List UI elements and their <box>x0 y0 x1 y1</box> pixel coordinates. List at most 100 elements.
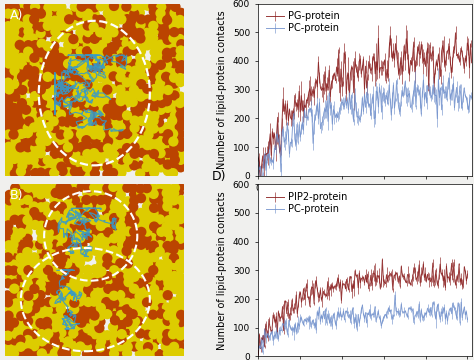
Point <box>149 185 157 191</box>
Point <box>177 312 185 318</box>
Point <box>5 345 12 351</box>
Point <box>97 23 104 28</box>
Point <box>24 17 31 22</box>
Text: B): B) <box>10 189 24 202</box>
Point <box>156 318 164 323</box>
Point <box>77 17 85 23</box>
Point <box>176 36 183 42</box>
Point <box>58 242 65 248</box>
Point <box>170 75 178 81</box>
Point <box>163 268 171 274</box>
Point <box>5 313 12 319</box>
Point <box>83 223 91 229</box>
Legend: PIP2-protein, PC-protein: PIP2-protein, PC-protein <box>263 189 350 217</box>
Point <box>5 48 12 54</box>
Point <box>156 217 164 222</box>
Point <box>90 350 97 356</box>
Point <box>77 48 84 54</box>
Point <box>30 112 38 118</box>
Point <box>130 286 138 292</box>
Point <box>156 126 164 131</box>
Point <box>18 298 25 303</box>
Point <box>109 184 117 190</box>
Point <box>149 345 157 350</box>
Point <box>97 36 105 41</box>
Point <box>171 185 179 191</box>
Point <box>91 73 99 79</box>
Point <box>103 237 110 242</box>
Point <box>63 73 71 79</box>
Point <box>136 100 144 106</box>
Point <box>110 235 118 241</box>
Point <box>137 268 144 274</box>
Point <box>116 80 124 86</box>
Point <box>77 204 84 210</box>
Point <box>70 338 77 343</box>
Point <box>18 55 25 61</box>
Point <box>124 261 132 266</box>
Point <box>165 217 173 223</box>
Point <box>30 325 38 330</box>
Point <box>157 261 164 267</box>
Point <box>118 319 125 324</box>
Point <box>163 68 171 74</box>
Point <box>31 105 38 111</box>
Point <box>43 325 51 330</box>
Point <box>91 145 98 150</box>
Point <box>84 36 91 41</box>
Point <box>124 185 131 191</box>
Point <box>117 74 124 80</box>
Point <box>178 287 185 293</box>
Point <box>97 197 105 203</box>
Point <box>37 273 45 279</box>
Y-axis label: Number of lipid-protein contacts: Number of lipid-protein contacts <box>217 10 227 169</box>
Point <box>79 242 86 248</box>
Point <box>144 275 152 281</box>
Point <box>137 144 145 150</box>
Point <box>45 299 53 305</box>
Point <box>37 292 45 298</box>
Point <box>30 131 38 137</box>
Text: D): D) <box>211 170 226 183</box>
Point <box>18 93 25 99</box>
Point <box>91 266 99 272</box>
Point <box>110 210 118 216</box>
Point <box>109 324 117 330</box>
Point <box>10 100 18 106</box>
Point <box>176 336 184 342</box>
Point <box>98 300 106 305</box>
Point <box>45 256 52 261</box>
Point <box>78 217 85 223</box>
Point <box>137 195 145 201</box>
Point <box>172 4 179 10</box>
Point <box>52 80 60 86</box>
Point <box>149 23 157 29</box>
Point <box>51 242 59 247</box>
Point <box>11 55 18 60</box>
Point <box>177 117 185 123</box>
Point <box>17 112 24 118</box>
Point <box>124 63 131 68</box>
Point <box>170 203 178 209</box>
Point <box>71 210 79 216</box>
Point <box>12 344 20 350</box>
Point <box>56 319 64 324</box>
Point <box>145 17 152 22</box>
Point <box>37 306 45 312</box>
Point <box>11 210 19 216</box>
Point <box>37 24 45 30</box>
Point <box>157 68 164 74</box>
Point <box>130 93 138 98</box>
Point <box>17 230 25 236</box>
Point <box>118 68 125 73</box>
Point <box>117 87 124 93</box>
Point <box>91 306 98 311</box>
Point <box>149 3 157 9</box>
Point <box>130 280 137 285</box>
Point <box>163 80 170 85</box>
Point <box>98 144 105 150</box>
Point <box>38 112 46 118</box>
Point <box>118 254 125 260</box>
Point <box>59 256 66 262</box>
Point <box>105 29 113 35</box>
